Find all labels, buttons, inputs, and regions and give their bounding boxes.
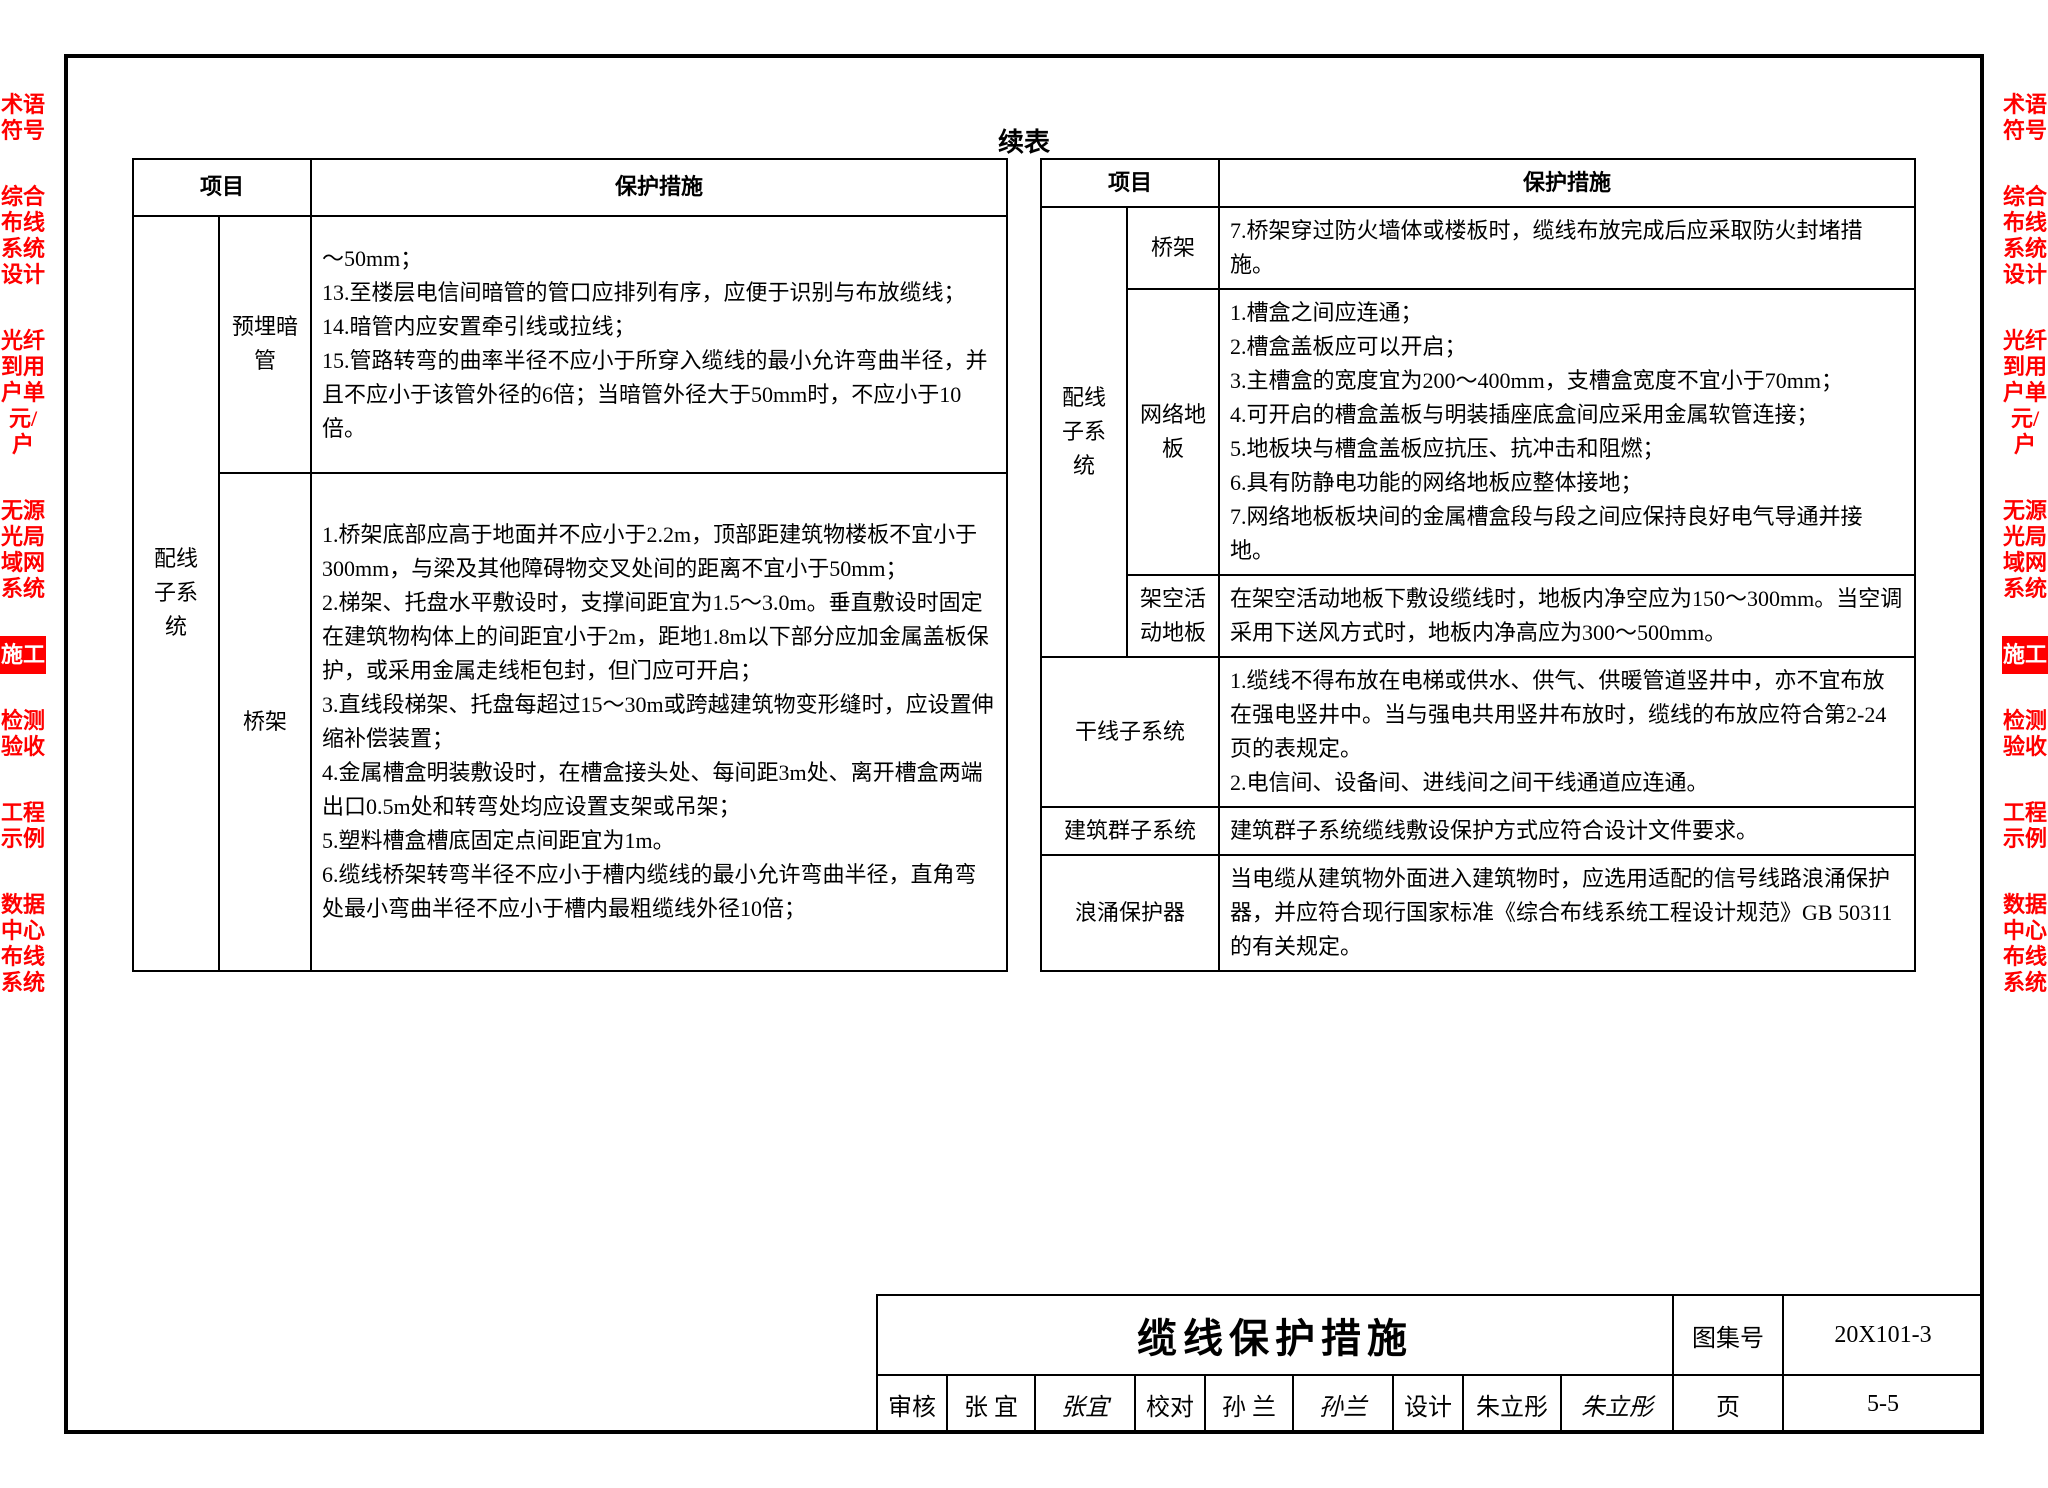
titleblock-row-bottom: 审核 张 宜 张宜 校对 孙 兰 孙兰 设计 朱立彤 朱立彤 页 5-5 — [878, 1376, 1984, 1434]
cell-desc: ～50mm； 13.至楼层电信间暗管的管口应排列有序，应便于识别与布放缆线； 1… — [311, 216, 1007, 473]
cell-desc: 7.桥架穿过防火墙体或楼板时，缆线布放完成后应采取防火封堵措施。 — [1219, 207, 1915, 289]
cell-desc: 建筑群子系统缆线敷设保护方式应符合设计文件要求。 — [1219, 807, 1915, 855]
cell-item: 桥架 — [1127, 207, 1219, 289]
cell-desc: 1.槽盒之间应连通； 2.槽盒盖板应可以开启； 3.主槽盒的宽度宜为200～40… — [1219, 289, 1915, 575]
designer: 朱立彤 — [1464, 1376, 1562, 1434]
th-project: 项目 — [133, 159, 311, 216]
table-header-row: 项目 保护措施 — [133, 159, 1007, 216]
cell-desc: 在架空活动地板下敷设缆线时，地板内净空应为150～300mm。当空调采用下送风方… — [1219, 575, 1915, 657]
cell-system: 干线子系统 — [1041, 657, 1219, 807]
nav-cabling-design[interactable]: 综合布线系统设计 — [0, 178, 46, 294]
design-label: 设计 — [1394, 1376, 1464, 1434]
table-header-row: 项目 保护措施 — [1041, 159, 1915, 207]
cell-desc: 1.桥架底部应高于地面并不应小于2.2m，顶部距建筑物楼板不宜小于300mm，与… — [311, 473, 1007, 971]
nav-inspection-r[interactable]: 检测验收 — [2002, 702, 2048, 766]
page-root: 术语符号 综合布线系统设计 光纤到用户单元/户 无源光局域网系统 施工 检测验收… — [0, 0, 2048, 1488]
table-left: 项目 保护措施 配线子系统 预埋暗管 ～50mm； 13.至楼层电信间暗管的管口… — [132, 158, 1008, 972]
nav-datacenter[interactable]: 数据中心布线系统 — [0, 886, 46, 1002]
table-row: 浪涌保护器 当电缆从建筑物外面进入建筑物时，应选用适配的信号线路浪涌保护器，并应… — [1041, 855, 1915, 971]
title-block: 缆线保护措施 图集号 20X101-3 审核 张 宜 张宜 校对 孙 兰 孙兰 … — [876, 1294, 1984, 1434]
cell-item: 桥架 — [219, 473, 311, 971]
nav-pon[interactable]: 无源光局域网系统 — [0, 492, 46, 608]
cell-system: 配线子系统 — [1041, 207, 1127, 657]
nav-fttx-r[interactable]: 光纤到用户单元/户 — [2002, 322, 2048, 464]
drawing-title: 缆线保护措施 — [878, 1296, 1674, 1376]
cell-desc: 当电缆从建筑物外面进入建筑物时，应选用适配的信号线路浪涌保护器，并应符合现行国家… — [1219, 855, 1915, 971]
tables-container: 项目 保护措施 配线子系统 预埋暗管 ～50mm； 13.至楼层电信间暗管的管口… — [132, 158, 1916, 972]
cell-system: 建筑群子系统 — [1041, 807, 1219, 855]
cell-item: 网络地板 — [1127, 289, 1219, 575]
titleblock-row-top: 缆线保护措施 图集号 20X101-3 — [878, 1296, 1984, 1376]
page-label: 页 — [1674, 1376, 1784, 1434]
table-row: 干线子系统 1.缆线不得布放在电梯或供水、供气、供暖管道竖井中，亦不宜布放在强电… — [1041, 657, 1915, 807]
sidenav-right: 术语符号 综合布线系统设计 光纤到用户单元/户 无源光局域网系统 施工 检测验收… — [2002, 0, 2048, 1488]
continuation-label: 续表 — [998, 122, 1050, 159]
nav-examples[interactable]: 工程示例 — [0, 794, 46, 858]
nav-inspection[interactable]: 检测验收 — [0, 702, 46, 766]
nav-terminology[interactable]: 术语符号 — [0, 86, 46, 150]
cell-system: 配线子系统 — [133, 216, 219, 971]
table-right: 项目 保护措施 配线子系统 桥架 7.桥架穿过防火墙体或楼板时，缆线布放完成后应… — [1040, 158, 1916, 972]
table-row: 配线子系统 桥架 7.桥架穿过防火墙体或楼板时，缆线布放完成后应采取防火封堵措施… — [1041, 207, 1915, 289]
page-no: 5-5 — [1784, 1376, 1984, 1434]
review-label: 审核 — [878, 1376, 948, 1434]
table-row: 建筑群子系统 建筑群子系统缆线敷设保护方式应符合设计文件要求。 — [1041, 807, 1915, 855]
check-label: 校对 — [1136, 1376, 1206, 1434]
design-sign: 朱立彤 — [1562, 1376, 1674, 1434]
nav-construction-r[interactable]: 施工 — [2002, 636, 2048, 674]
table-row: 架空活动地板 在架空活动地板下敷设缆线时，地板内净空应为150～300mm。当空… — [1041, 575, 1915, 657]
nav-datacenter-r[interactable]: 数据中心布线系统 — [2002, 886, 2048, 1002]
checker: 孙 兰 — [1206, 1376, 1294, 1434]
table-row: 网络地板 1.槽盒之间应连通； 2.槽盒盖板应可以开启； 3.主槽盒的宽度宜为2… — [1041, 289, 1915, 575]
atlas-label: 图集号 — [1674, 1296, 1784, 1376]
nav-terminology-r[interactable]: 术语符号 — [2002, 86, 2048, 150]
nav-construction[interactable]: 施工 — [0, 636, 46, 674]
nav-fttx[interactable]: 光纤到用户单元/户 — [0, 322, 46, 464]
sidenav-left: 术语符号 综合布线系统设计 光纤到用户单元/户 无源光局域网系统 施工 检测验收… — [0, 0, 46, 1488]
cell-item: 预埋暗管 — [219, 216, 311, 473]
check-sign: 孙兰 — [1294, 1376, 1394, 1434]
reviewer: 张 宜 — [948, 1376, 1036, 1434]
review-sign: 张宜 — [1036, 1376, 1136, 1434]
nav-examples-r[interactable]: 工程示例 — [2002, 794, 2048, 858]
th-measure: 保护措施 — [1219, 159, 1915, 207]
nav-pon-r[interactable]: 无源光局域网系统 — [2002, 492, 2048, 608]
atlas-no: 20X101-3 — [1784, 1296, 1984, 1376]
th-measure: 保护措施 — [311, 159, 1007, 216]
cell-desc: 1.缆线不得布放在电梯或供水、供气、供暖管道竖井中，亦不宜布放在强电竖井中。当与… — [1219, 657, 1915, 807]
table-row: 桥架 1.桥架底部应高于地面并不应小于2.2m，顶部距建筑物楼板不宜小于300m… — [133, 473, 1007, 971]
cell-system: 浪涌保护器 — [1041, 855, 1219, 971]
table-row: 配线子系统 预埋暗管 ～50mm； 13.至楼层电信间暗管的管口应排列有序，应便… — [133, 216, 1007, 473]
th-project: 项目 — [1041, 159, 1219, 207]
nav-cabling-design-r[interactable]: 综合布线系统设计 — [2002, 178, 2048, 294]
cell-item: 架空活动地板 — [1127, 575, 1219, 657]
